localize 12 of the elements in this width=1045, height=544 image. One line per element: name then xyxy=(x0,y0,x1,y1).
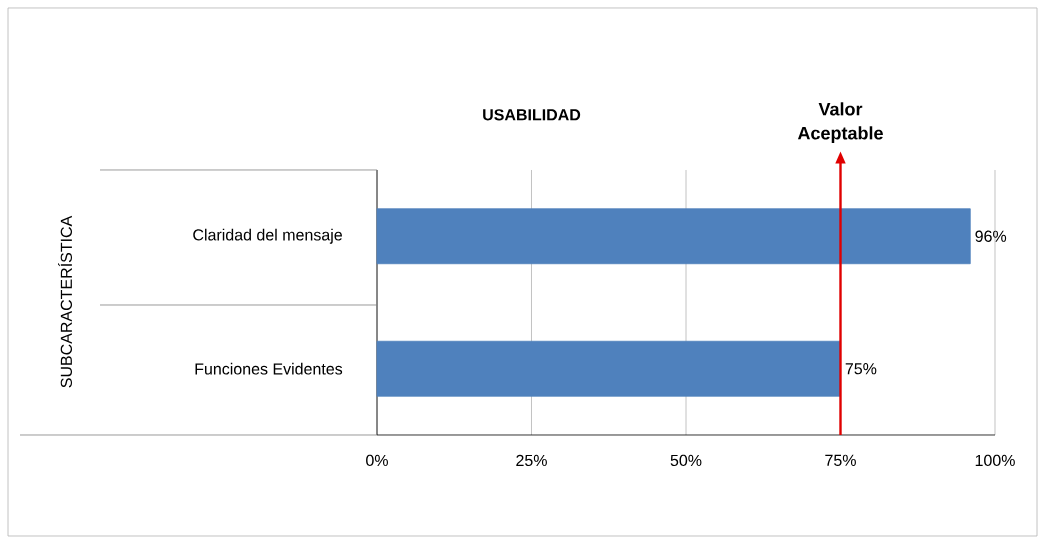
x-tick-label: 25% xyxy=(516,454,547,467)
x-tick-label: 50% xyxy=(670,454,702,467)
data-label: 96% xyxy=(975,230,1007,242)
x-tick-label: 100% xyxy=(975,454,1015,467)
x-tick-label: 0% xyxy=(366,454,388,467)
y-tick-label: Claridad del mensaje xyxy=(193,228,342,244)
data-label: 75% xyxy=(845,363,877,375)
x-tick-label: 75% xyxy=(825,454,856,466)
chart-title: USABILIDAD xyxy=(483,109,581,121)
y-tick-label: Funciones Evidentes xyxy=(195,362,343,375)
ref-line-label: Valor Aceptable xyxy=(797,102,883,144)
text: SUBCARACTERÍSTICA xyxy=(58,215,73,388)
